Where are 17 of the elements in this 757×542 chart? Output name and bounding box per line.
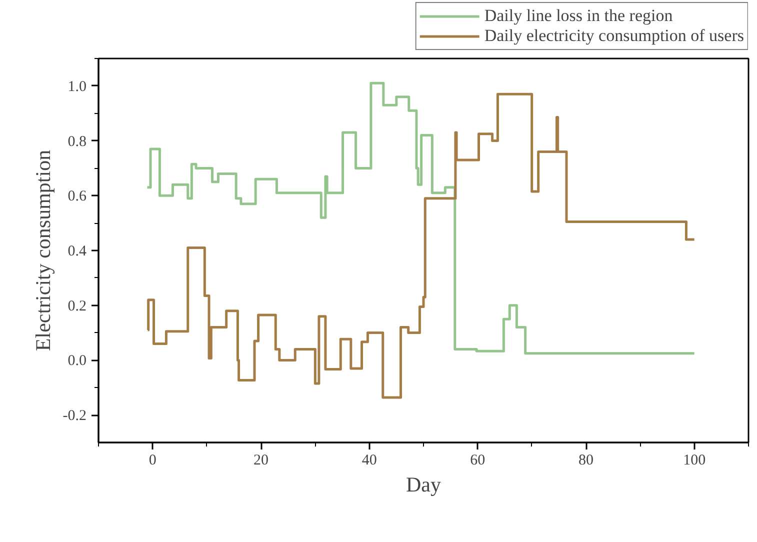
x-tick-label: 60: [470, 452, 486, 468]
legend-label: Daily electricity consumption of users: [484, 26, 744, 46]
y-tick-label: 0.6: [68, 188, 87, 205]
y-tick-label: -0.2: [62, 408, 87, 424]
y-tick-label: 1.0: [68, 78, 86, 95]
y-tick-label: 0.8: [68, 134, 86, 150]
x-tick-label: 80: [578, 452, 594, 468]
y-tick-label: 0.4: [68, 244, 87, 260]
x-tick-label: 0: [148, 452, 156, 468]
x-tick-label: 100: [683, 452, 706, 468]
x-tick-label: 20: [254, 452, 268, 468]
y-axis-title: Electricity consumption: [30, 149, 55, 352]
x-axis-title: Day: [406, 472, 442, 496]
y-tick-label: 0.2: [68, 298, 86, 314]
x-tick-label: 40: [362, 452, 377, 468]
legend-label: Daily line loss in the region: [484, 6, 673, 26]
y-tick-label: 0.0: [68, 353, 86, 370]
